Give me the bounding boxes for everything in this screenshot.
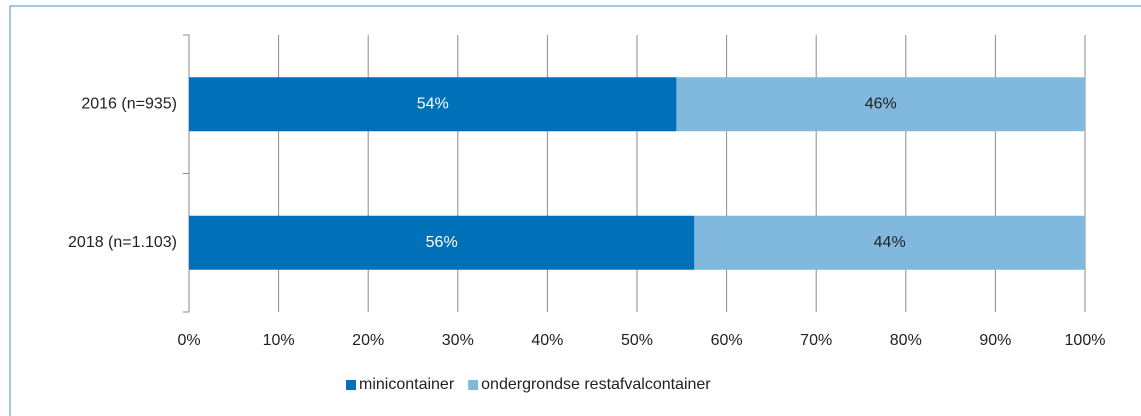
legend-label: minicontainer — [359, 376, 455, 393]
x-tick-label: 30% — [442, 332, 474, 349]
x-tick-label: 80% — [890, 332, 922, 349]
data-label: 44% — [874, 234, 906, 251]
legend-swatch — [468, 380, 479, 390]
x-tick-label: 20% — [352, 332, 384, 349]
chart-frame — [9, 5, 1141, 416]
y-tick-label: 2018 (n=1.103) — [68, 234, 177, 251]
legend-swatch — [346, 380, 356, 390]
x-tick-label: 60% — [711, 332, 743, 349]
bar-segment — [694, 215, 1085, 270]
x-tick-label: 40% — [531, 332, 563, 349]
x-tick-label: 0% — [177, 332, 200, 349]
x-tick-label: 10% — [263, 332, 295, 349]
data-label: 46% — [865, 95, 897, 112]
y-tick-label: 2016 (n=935) — [81, 95, 177, 112]
x-tick-label: 90% — [979, 332, 1011, 349]
x-tick-label: 50% — [621, 332, 653, 349]
x-tick-label: 100% — [1065, 332, 1106, 349]
bar-segment — [189, 215, 695, 270]
bar-segment — [676, 77, 1085, 132]
x-tick-label: 70% — [800, 332, 832, 349]
data-label: 56% — [426, 234, 458, 251]
bar-segment — [189, 77, 677, 132]
legend-label: ondergrondse restafvalcontainer — [481, 376, 711, 393]
data-label: 54% — [417, 95, 449, 112]
